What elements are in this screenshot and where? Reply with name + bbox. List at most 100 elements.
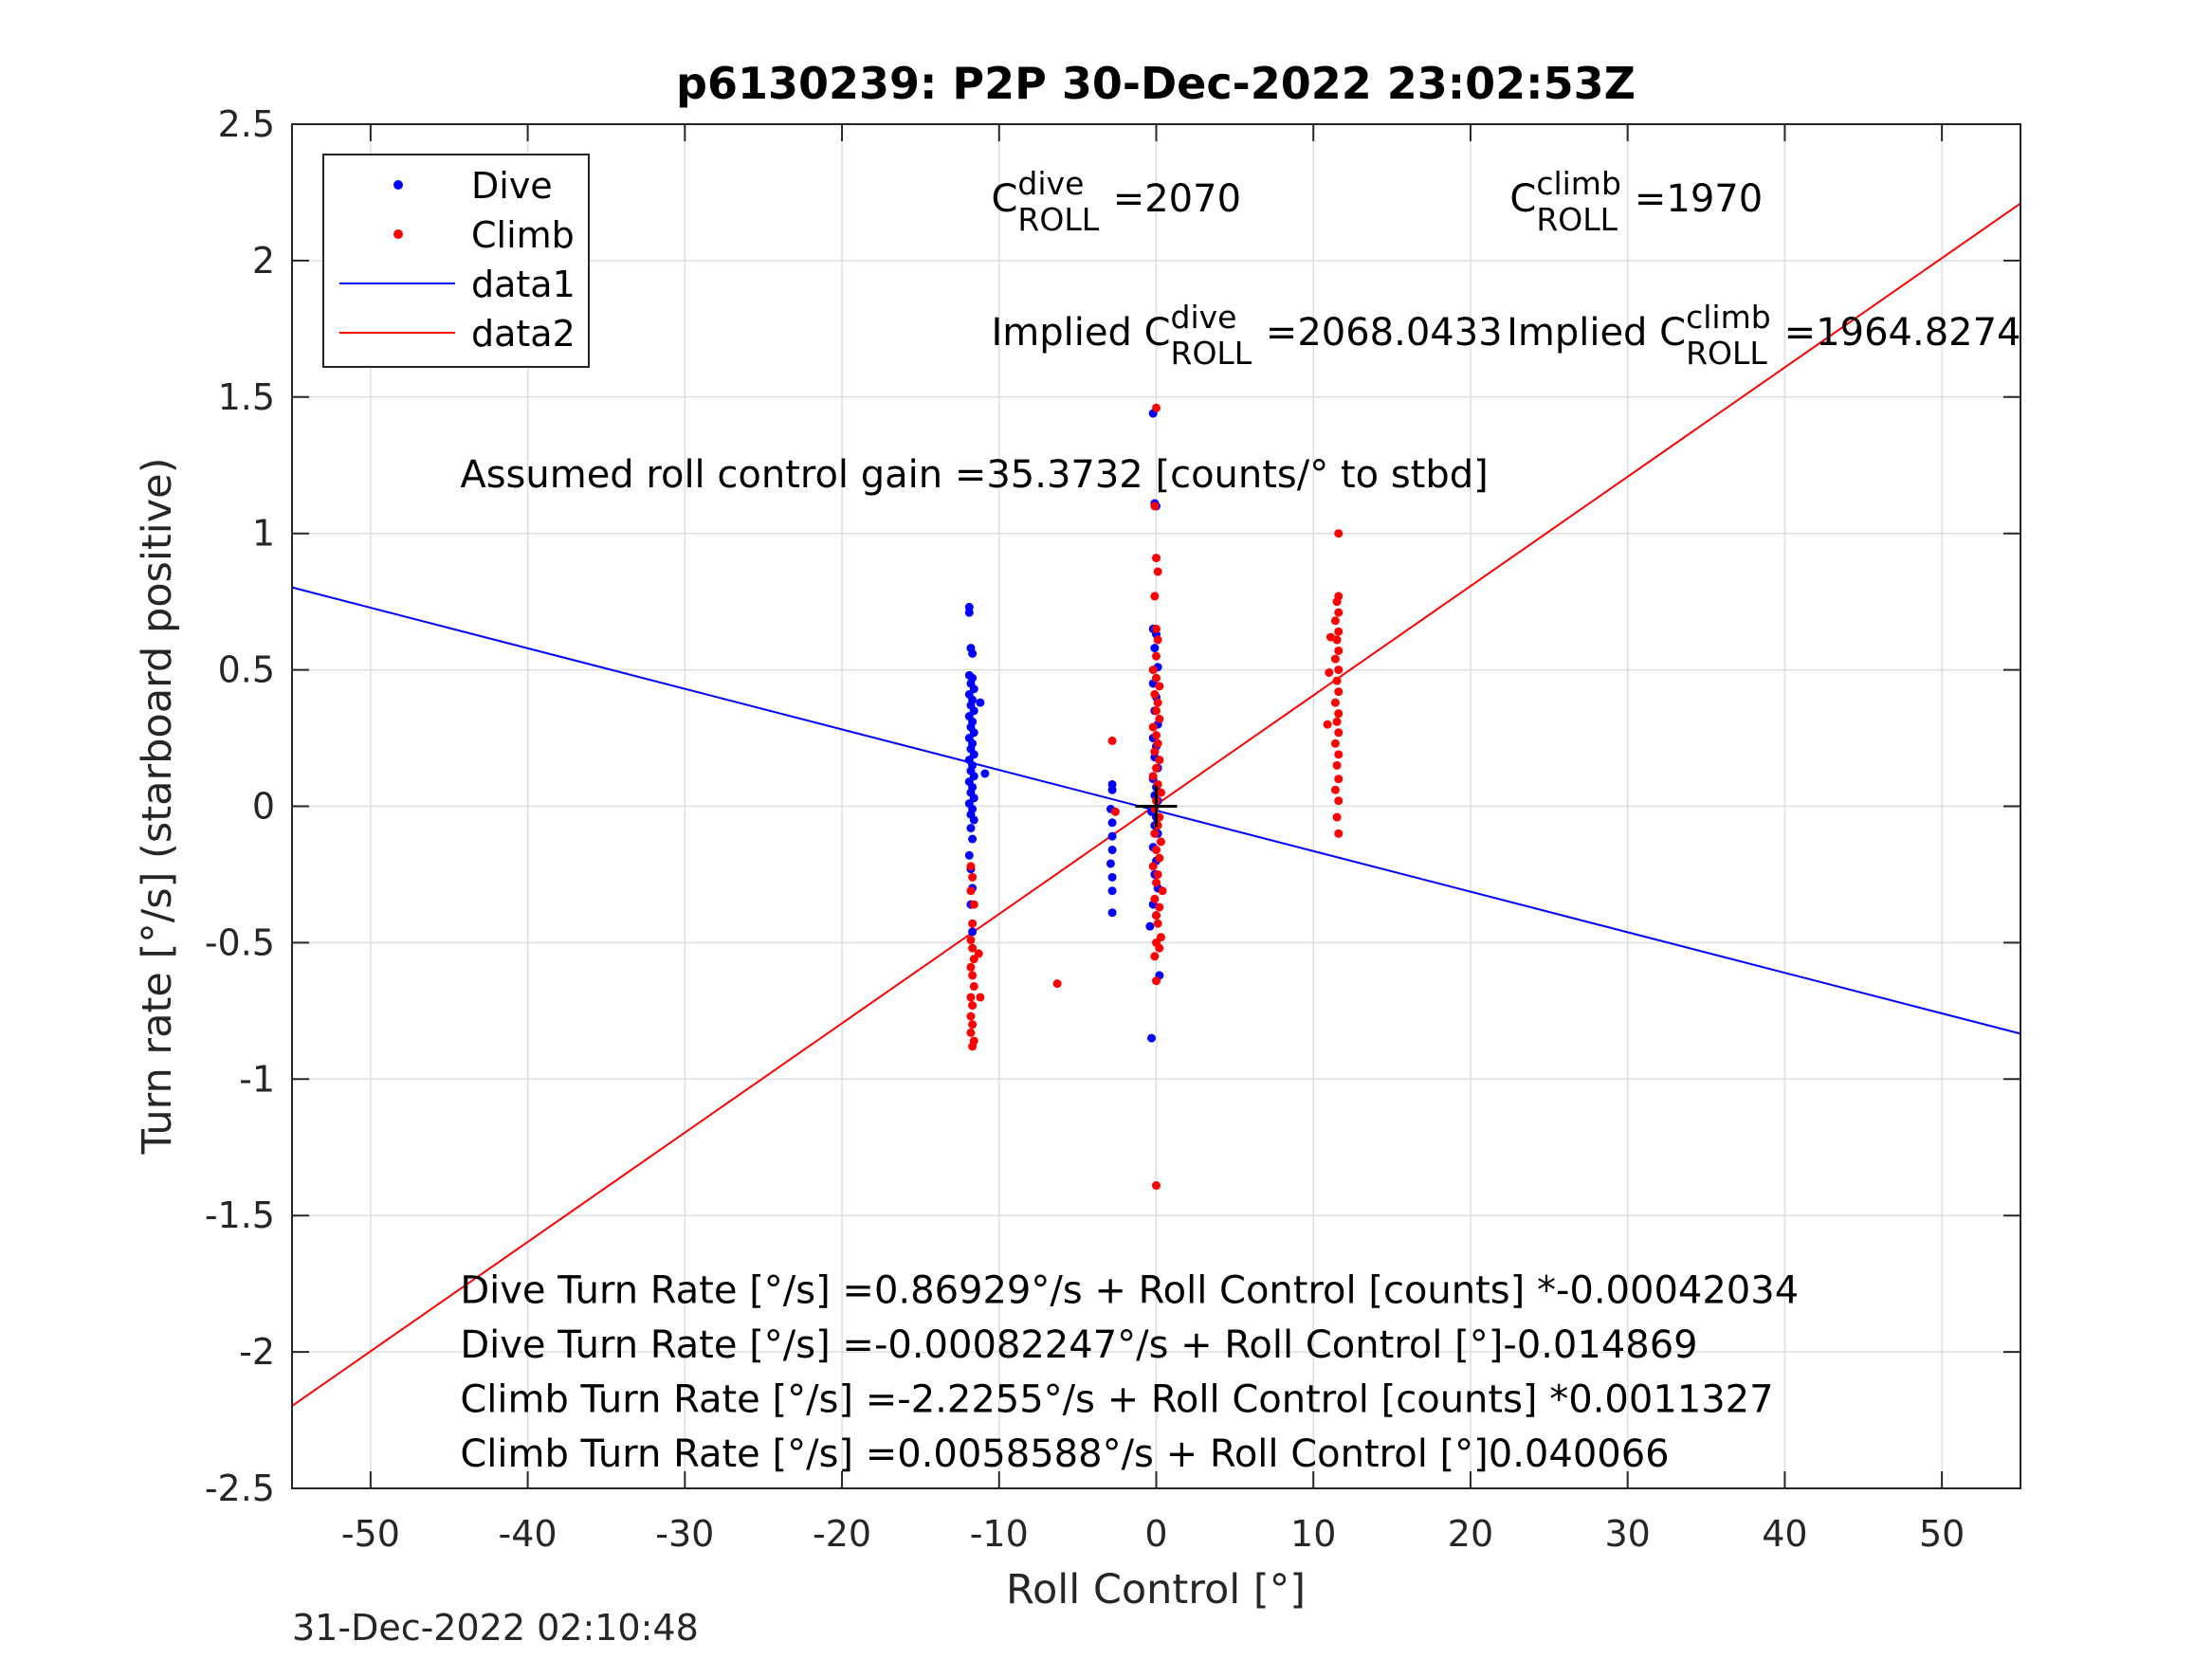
data-point [968, 872, 978, 882]
data-point [1152, 731, 1161, 740]
data-point [966, 936, 976, 945]
data-point [1153, 567, 1162, 576]
data-point [1148, 772, 1158, 781]
annotation-eq3: Climb Turn Rate [°/s] =-2.2255°/s + Roll… [460, 1377, 1773, 1421]
data-point [1155, 902, 1164, 912]
data-point [969, 815, 978, 825]
data-point [1150, 952, 1160, 961]
data-point [1106, 859, 1115, 868]
annotation-implied_climb-sub: ROLL [1686, 335, 1767, 372]
data-point [976, 698, 985, 707]
data-point [1153, 738, 1162, 748]
y-tick-label: 1 [252, 513, 275, 555]
legend-label: Climb [471, 214, 575, 256]
data-point [1148, 862, 1158, 871]
data-point [1332, 717, 1342, 726]
data-point [1150, 829, 1160, 838]
x-tick-label: -20 [813, 1513, 871, 1555]
data-point [1152, 976, 1161, 986]
data-point [1325, 632, 1335, 642]
data-point [1325, 667, 1334, 677]
data-point [968, 919, 978, 928]
annotation-implied_dive-sup: dive [1171, 299, 1237, 336]
data-point [968, 648, 978, 658]
x-tick-label: -30 [655, 1513, 714, 1555]
data-point [968, 943, 978, 953]
x-tick-label: 30 [1605, 1513, 1651, 1555]
data-point [1332, 597, 1342, 607]
data-point [966, 1012, 976, 1021]
annotation-c_dive: C [991, 177, 1017, 221]
annotation-implied_climb-value: =1964.8274 [1784, 311, 2021, 355]
annotation-c_climb-value: =1970 [1635, 177, 1763, 221]
y-tick-label: 1.5 [218, 376, 275, 418]
data-point [1150, 690, 1160, 700]
annotation-c_dive-sup: dive [1017, 165, 1084, 202]
data-point [1334, 646, 1344, 655]
data-point [1334, 829, 1344, 838]
x-tick-label: -10 [970, 1513, 1029, 1555]
data-point [1152, 763, 1161, 773]
data-point [1052, 979, 1062, 989]
origin-marker [1135, 785, 1178, 828]
data-point [968, 971, 978, 980]
y-tick-labels: -2.5 -2 -1.5 -1 -0.5 0 0.5 1 1.5 2 2.5 [205, 103, 275, 1509]
data-point [966, 862, 976, 871]
annotation-eq4: Climb Turn Rate [°/s] =0.0058588°/s + Ro… [460, 1432, 1669, 1476]
data-point [1155, 756, 1164, 765]
y-tick-label: -2 [239, 1331, 275, 1373]
data-point [1155, 853, 1164, 863]
data-point [1153, 919, 1162, 928]
data-point [968, 834, 978, 844]
data-point [966, 824, 976, 833]
x-tick-label: 40 [1762, 1513, 1807, 1555]
data-point [1152, 846, 1161, 855]
legend-marker-dive [393, 180, 403, 190]
y-tick-label: 2 [252, 240, 275, 282]
annotation-implied_dive: Implied C [991, 311, 1170, 355]
data-point [1148, 665, 1158, 675]
data-point [1334, 529, 1344, 538]
data-point [1152, 878, 1161, 887]
data-point [1150, 894, 1160, 903]
annotation-implied_climb: Implied C [1507, 311, 1686, 355]
data-point [1145, 921, 1155, 931]
legend-label: data2 [471, 313, 576, 355]
y-tick-label: -0.5 [205, 921, 275, 963]
data-point [1147, 1033, 1157, 1043]
data-point [966, 886, 976, 896]
data-point [1152, 673, 1161, 683]
x-tick-labels: -50 -40 -30 -20 -10 0 10 20 30 40 50 [341, 1513, 1965, 1555]
data-point [1332, 812, 1342, 822]
annotation-c_climb-sup: climb [1536, 165, 1621, 202]
x-tick-label: 0 [1144, 1513, 1167, 1555]
data-point [1323, 720, 1332, 729]
data-point [1334, 750, 1344, 759]
data-point [1152, 1181, 1161, 1191]
data-point [964, 850, 974, 860]
data-point [1330, 698, 1340, 707]
data-point [1107, 886, 1117, 896]
data-point [969, 900, 978, 909]
data-point [968, 927, 978, 937]
data-point [1153, 698, 1162, 707]
data-point [1158, 886, 1167, 896]
data-point [1155, 682, 1164, 691]
axis-ticks [292, 123, 2020, 1489]
annotation-implied_climb-sup: climb [1686, 299, 1771, 336]
x-axis-label: Roll Control [°] [1006, 1566, 1306, 1613]
data-point [1334, 665, 1344, 675]
data-point [1334, 608, 1344, 617]
footer-timestamp: 31-Dec-2022 02:10:48 [292, 1607, 699, 1649]
y-tick-label: 0.5 [218, 649, 275, 691]
data-point [1334, 796, 1344, 806]
annotation-eq2: Dive Turn Rate [°/s] =-0.00082247°/s + R… [460, 1323, 1697, 1367]
data-point [1150, 747, 1160, 757]
data-point [1107, 831, 1117, 841]
data-point [969, 981, 978, 991]
chart-title: p6130239: P2P 30-Dec-2022 23:02:53Z [676, 58, 1636, 109]
data-point [1155, 943, 1164, 953]
data-point [980, 769, 990, 778]
